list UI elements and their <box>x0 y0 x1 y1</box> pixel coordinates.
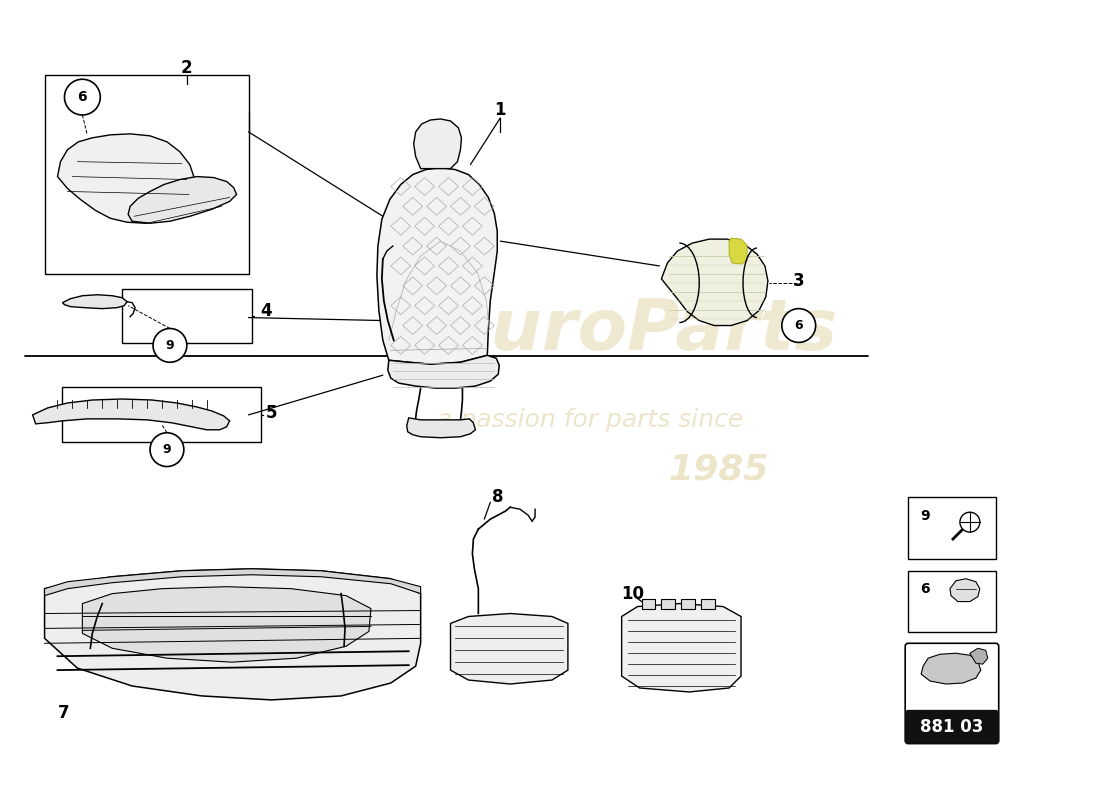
Text: 881 03: 881 03 <box>921 718 983 736</box>
Bar <box>122 289 252 343</box>
Bar <box>45 75 249 274</box>
Text: 9: 9 <box>166 339 174 352</box>
Text: 1985: 1985 <box>669 453 769 486</box>
Text: 7: 7 <box>57 704 69 722</box>
Text: a passion for parts since: a passion for parts since <box>437 408 742 432</box>
Bar <box>909 571 996 632</box>
Bar <box>909 713 996 741</box>
Text: 6: 6 <box>794 319 803 332</box>
Polygon shape <box>661 239 768 326</box>
Circle shape <box>782 309 816 342</box>
Text: 6: 6 <box>78 90 87 104</box>
Polygon shape <box>407 418 475 438</box>
Text: 4: 4 <box>261 302 273 320</box>
Text: 9: 9 <box>163 443 172 456</box>
Polygon shape <box>377 168 497 364</box>
Polygon shape <box>45 569 420 700</box>
Circle shape <box>150 433 184 466</box>
Polygon shape <box>950 578 980 602</box>
Polygon shape <box>729 238 747 264</box>
Bar <box>909 498 996 559</box>
FancyBboxPatch shape <box>905 643 999 743</box>
Polygon shape <box>970 648 988 664</box>
Circle shape <box>153 329 187 362</box>
Polygon shape <box>33 399 230 430</box>
Polygon shape <box>128 177 236 223</box>
Polygon shape <box>57 134 195 223</box>
Text: 10: 10 <box>621 585 645 602</box>
Polygon shape <box>82 586 371 662</box>
Polygon shape <box>414 119 461 169</box>
Polygon shape <box>63 294 128 309</box>
Bar <box>63 387 262 442</box>
Text: 1: 1 <box>495 101 506 119</box>
Text: EuroParts: EuroParts <box>441 296 838 365</box>
Text: 2: 2 <box>182 59 192 78</box>
Bar <box>661 598 675 609</box>
Text: 6: 6 <box>920 582 929 596</box>
Polygon shape <box>388 355 499 388</box>
Circle shape <box>960 512 980 532</box>
Polygon shape <box>451 614 568 684</box>
FancyBboxPatch shape <box>905 710 999 743</box>
Text: 9: 9 <box>920 510 929 523</box>
Text: 5: 5 <box>266 404 277 422</box>
Bar <box>681 598 695 609</box>
Circle shape <box>65 79 100 115</box>
Polygon shape <box>921 654 981 684</box>
Text: 3: 3 <box>793 272 804 290</box>
Polygon shape <box>45 569 420 596</box>
Bar <box>641 598 656 609</box>
Text: 8: 8 <box>493 488 504 506</box>
Bar <box>701 598 715 609</box>
Polygon shape <box>621 603 741 692</box>
